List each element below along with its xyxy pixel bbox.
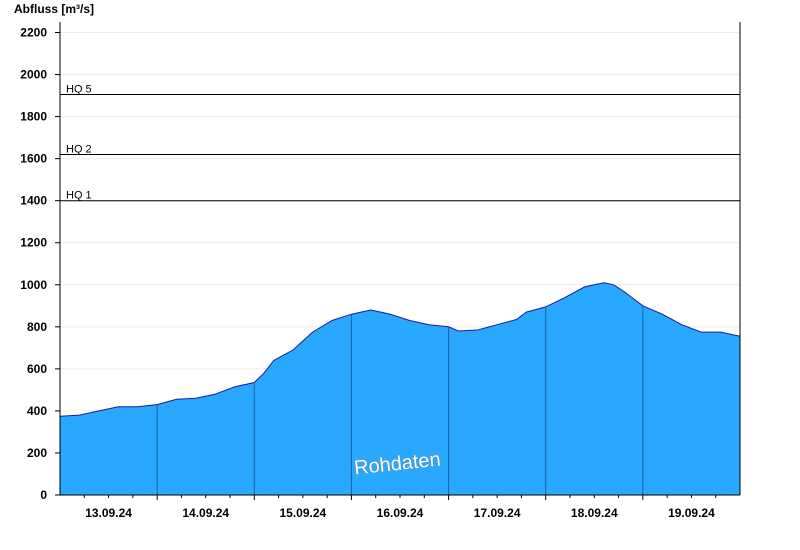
discharge-area xyxy=(60,282,740,495)
reference-line-label: HQ 5 xyxy=(66,84,92,96)
discharge-line xyxy=(59,282,741,417)
x-tick-label: 19.09.24 xyxy=(668,506,715,520)
x-tick-label: 15.09.24 xyxy=(279,506,326,520)
y-tick-label: 1200 xyxy=(20,236,47,250)
y-tick-label: 200 xyxy=(27,446,47,460)
y-tick-label: 1600 xyxy=(20,152,47,166)
y-tick-label: 1000 xyxy=(20,278,47,292)
x-tick-label: 13.09.24 xyxy=(85,506,132,520)
y-axis-ticks: 0 200 400 600 800 1000 1200 1400 1600 1800 2000 220… xyxy=(20,26,60,502)
y-tick-label: 400 xyxy=(27,404,47,418)
flood-reference-lines: HQ 1 HQ 2 HQ 5 xyxy=(60,84,740,202)
y-tick-label: 2000 xyxy=(20,68,47,82)
y-tick-label: 1400 xyxy=(20,194,47,208)
x-tick-label: 16.09.24 xyxy=(377,506,424,520)
reference-line-label: HQ 1 xyxy=(66,190,92,202)
y-tick-label: 600 xyxy=(27,362,47,376)
x-axis-ticks: 13.09.24 14.09.24 15.09.24 16.09.24 17.09.24… xyxy=(83,495,717,520)
x-tick-label: 14.09.24 xyxy=(182,506,229,520)
x-tick-label: 17.09.24 xyxy=(474,506,521,520)
x-tick-label: 18.09.24 xyxy=(571,506,618,520)
reference-line-label: HQ 2 xyxy=(66,143,92,155)
y-axis-title: Abfluss [m³/s] xyxy=(14,2,94,16)
y-tick-label: 1800 xyxy=(20,110,47,124)
y-tick-label: 0 xyxy=(40,488,47,502)
y-tick-label: 2200 xyxy=(20,26,47,40)
day-separators xyxy=(156,305,644,495)
y-tick-label: 800 xyxy=(27,320,47,334)
